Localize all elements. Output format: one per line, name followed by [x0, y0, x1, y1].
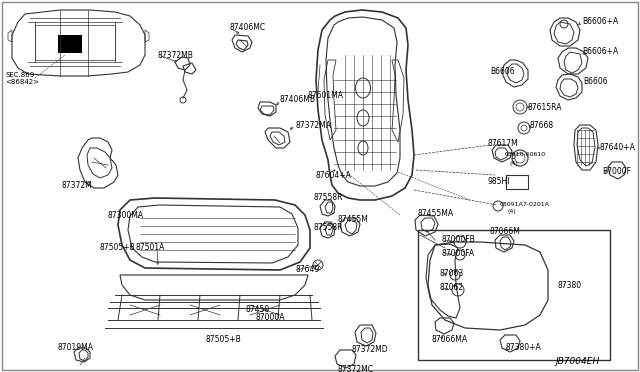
- Text: 87372MB: 87372MB: [158, 51, 194, 60]
- Text: (4): (4): [508, 209, 516, 215]
- Text: 87372M: 87372M: [62, 180, 93, 189]
- Text: 87455M: 87455M: [338, 215, 369, 224]
- Text: <86842>: <86842>: [5, 79, 39, 85]
- Text: 87000A: 87000A: [255, 314, 285, 323]
- Text: 87372MA: 87372MA: [295, 121, 331, 129]
- Text: 87640+A: 87640+A: [600, 144, 636, 153]
- Text: 87380: 87380: [558, 280, 582, 289]
- Text: B7000F: B7000F: [602, 167, 631, 176]
- Text: 87668: 87668: [530, 121, 554, 129]
- Text: 87505+B: 87505+B: [100, 244, 136, 253]
- Bar: [418, 230, 610, 360]
- Text: 87450: 87450: [245, 305, 269, 314]
- Text: SEC.869: SEC.869: [5, 72, 35, 78]
- Text: 87406MB: 87406MB: [280, 96, 316, 105]
- Text: 08091A7-0201A: 08091A7-0201A: [500, 202, 550, 208]
- Text: B6606: B6606: [490, 67, 515, 77]
- Bar: [58, 35, 82, 53]
- Bar: [35, 25, 115, 60]
- Text: B6606+A: B6606+A: [582, 48, 618, 57]
- Text: 87372MD: 87372MD: [352, 346, 388, 355]
- Text: B6606: B6606: [583, 77, 607, 87]
- Text: 87406MC: 87406MC: [230, 23, 266, 32]
- Text: 87604+A: 87604+A: [315, 170, 351, 180]
- Text: 87062: 87062: [440, 283, 464, 292]
- Text: 87501A: 87501A: [135, 244, 164, 253]
- Text: 87601MA: 87601MA: [308, 90, 344, 99]
- Text: B6606+A: B6606+A: [582, 17, 618, 26]
- Text: 87066M: 87066M: [490, 228, 521, 237]
- Text: 87617M: 87617M: [488, 138, 519, 148]
- Text: 87000FB: 87000FB: [442, 235, 476, 244]
- Text: 985HI: 985HI: [488, 177, 511, 186]
- Text: (4): (4): [510, 160, 519, 166]
- Text: 87066MA: 87066MA: [432, 336, 468, 344]
- Text: 87615RA: 87615RA: [528, 103, 563, 112]
- Text: 87558R: 87558R: [313, 192, 342, 202]
- Text: 87000FA: 87000FA: [442, 248, 475, 257]
- Text: 87505+B: 87505+B: [205, 336, 241, 344]
- Bar: [506, 175, 528, 189]
- Text: 87300MA: 87300MA: [108, 211, 144, 219]
- Text: JB7004EH: JB7004EH: [556, 357, 600, 366]
- Text: 87649: 87649: [295, 266, 319, 275]
- Text: 87372MC: 87372MC: [338, 366, 374, 372]
- Text: Ⓝ: Ⓝ: [512, 153, 515, 159]
- Text: 87380+A: 87380+A: [505, 343, 541, 353]
- Text: 08910-60610: 08910-60610: [505, 153, 546, 157]
- Text: 87455MA: 87455MA: [418, 208, 454, 218]
- Text: 87063: 87063: [440, 269, 464, 278]
- Text: 87019MA: 87019MA: [58, 343, 94, 353]
- Text: 87558R: 87558R: [313, 222, 342, 231]
